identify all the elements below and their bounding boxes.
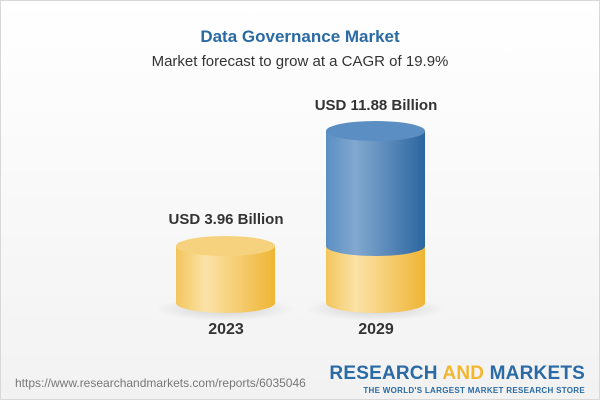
brand-markets: MARKETS bbox=[484, 363, 585, 384]
brand-tagline: THE WORLD'S LARGEST MARKET RESEARCH STOR… bbox=[363, 386, 585, 395]
year-label-2023: 2023 bbox=[208, 321, 244, 338]
bar-2023 bbox=[176, 236, 275, 313]
bar-2029 bbox=[326, 121, 425, 313]
chart-title: Data Governance Market bbox=[200, 27, 400, 46]
bar-label-2029: USD 11.88 Billion bbox=[314, 97, 438, 114]
year-label-2029: 2029 bbox=[358, 321, 394, 338]
chart-subtitle: Market forecast to grow at a CAGR of 19.… bbox=[151, 53, 449, 70]
bar-label-2023: USD 3.96 Billion bbox=[168, 211, 284, 228]
brand-and: AND bbox=[442, 363, 485, 384]
report-url[interactable]: https://www.researchandmarkets.com/repor… bbox=[15, 376, 306, 390]
brand-logo: RESEARCH AND MARKETS THE WORLD'S LARGEST… bbox=[329, 363, 585, 395]
brand-research: RESEARCH bbox=[329, 363, 443, 384]
